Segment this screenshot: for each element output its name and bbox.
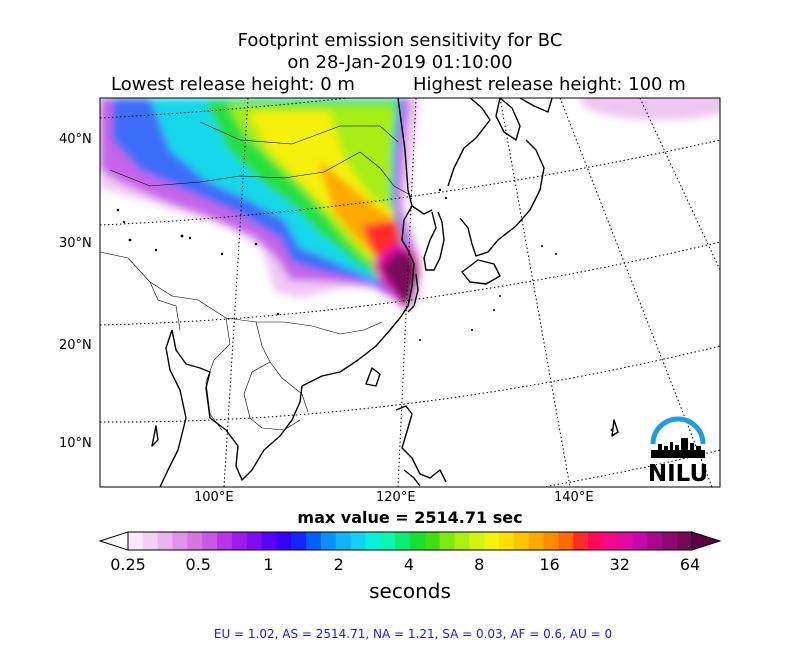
region-summary: EU = 1.02, AS = 2514.71, NA = 1.21, SA =… (213, 627, 613, 641)
colorbar-cell (647, 532, 663, 550)
colorbar-cell (291, 532, 307, 550)
colorbar-tick-label: 64 (679, 555, 701, 574)
colorbar-tick-label: 4 (403, 555, 415, 574)
lat-label-20n: 20°N (59, 338, 92, 353)
colorbar-cell (172, 532, 188, 550)
lon-label-140e: 140°E (554, 490, 594, 505)
colorbar-cell (202, 532, 218, 550)
lat-label-40n: 40°N (59, 132, 92, 147)
colorbar-cell (187, 532, 203, 550)
colorbar-cell (499, 532, 515, 550)
colorbar-cell (484, 532, 500, 550)
nilu-logo-skyline (651, 438, 705, 458)
colorbar-cell (365, 532, 381, 550)
country-borders (100, 121, 413, 431)
colorbar-under-arrow (98, 531, 129, 551)
colorbar-tick-label: 8 (474, 555, 485, 574)
colorbar-tick-label: 32 (609, 555, 630, 574)
title-line-1: Footprint emission sensitivity for BC (237, 30, 563, 51)
colorbar-cell (128, 532, 144, 550)
colorbar-cell (142, 532, 159, 550)
colorbar-tick-label: 0.25 (110, 555, 146, 574)
small-islands (116, 188, 614, 432)
colorbar-cell (410, 532, 426, 550)
colorbar-cell (231, 532, 248, 550)
colorbar-cell (395, 532, 411, 550)
colorbar-cell (543, 532, 560, 550)
lon-label-120e: 120°E (376, 490, 416, 505)
release-height-highest: Highest release height: 100 m (413, 74, 686, 95)
nilu-logo-arc (650, 416, 706, 445)
colorbar-tick-label: 1 (263, 555, 274, 574)
colorbar-cell (513, 532, 530, 550)
colorbar-cell (662, 532, 678, 550)
colorbar-cell (573, 532, 589, 550)
coastlines (151, 98, 619, 487)
colorbar-cell (528, 532, 545, 550)
colorbar-tick-label: 0.5 (185, 555, 211, 574)
colorbar-cell (350, 532, 367, 550)
colorbar-cell (157, 532, 174, 550)
colorbar-cell (424, 532, 441, 550)
colorbar-cell (617, 532, 634, 550)
colorbar-cell (261, 532, 278, 550)
colorbar-cell (602, 532, 619, 550)
colorbar-cell (217, 532, 233, 550)
colorbar-cell (335, 532, 352, 550)
colorbar-cell (380, 532, 396, 550)
colorbar-frame (127, 531, 693, 551)
release-height-lowest: Lowest release height: 0 m (111, 74, 355, 95)
lat-label-30n: 30°N (59, 236, 92, 251)
colorbar-cell (246, 532, 263, 550)
map-frame (99, 97, 721, 488)
title-line-2: on 28-Jan-2019 01:10:00 (287, 52, 513, 73)
colorbar-cell (632, 532, 649, 550)
colorbar-unit-label: seconds (369, 579, 451, 603)
colorbar-cell (588, 532, 604, 550)
nilu-logo-text: NILU (648, 461, 708, 487)
nilu-logo: NILU (648, 416, 708, 487)
colorbar-cell (439, 532, 456, 550)
colorbar-cell (306, 532, 322, 550)
colorbar-cell (320, 532, 337, 550)
colorbar-cell (276, 532, 292, 550)
colorbar-cell (454, 532, 470, 550)
colorbar-over-arrow (691, 531, 722, 551)
lon-label-100e: 100°E (194, 490, 234, 505)
colorbar-cell (469, 532, 485, 550)
lat-label-10n: 10°N (59, 436, 92, 451)
sensitivity-plume (100, 98, 720, 312)
colorbar-cell (558, 532, 574, 550)
colorbar-cell (677, 532, 693, 550)
colorbar-tick-label: 16 (539, 555, 560, 574)
max-value-label: max value = 2514.71 sec (297, 508, 523, 527)
colorbar-tick-label: 2 (333, 555, 344, 574)
